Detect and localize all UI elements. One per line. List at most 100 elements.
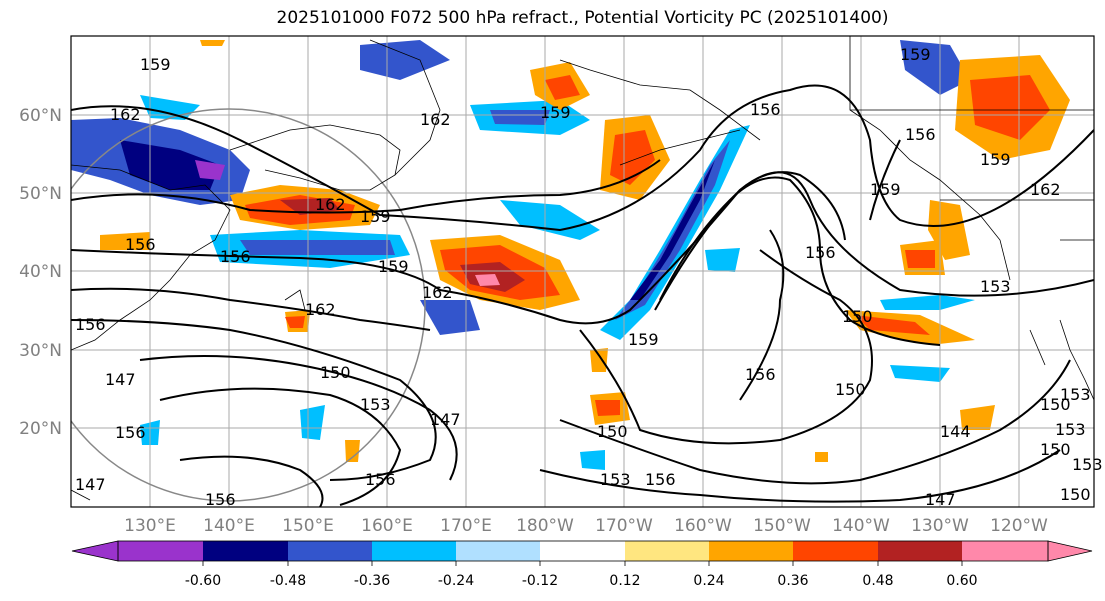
colorbar-cell [540, 541, 625, 561]
pv-negative-region [900, 40, 970, 95]
contour-label: 162 [420, 110, 451, 129]
contour-label: 156 [205, 490, 236, 509]
pv-positive-region [970, 75, 1050, 140]
contour-label: 159 [378, 257, 409, 276]
contour-label: 153 [360, 395, 391, 414]
pv-negative-region [120, 140, 220, 190]
contour-label: 156 [750, 100, 781, 119]
contour-label: 150 [1060, 485, 1091, 504]
contour-label: 147 [105, 370, 136, 389]
colorbar-cell [962, 541, 1048, 561]
contour-label: 162 [1030, 180, 1061, 199]
colorbar-cell [203, 541, 288, 561]
lat-label: 60°N [19, 106, 62, 126]
height-contours [71, 84, 1094, 507]
contour-label: 156 [125, 235, 156, 254]
lon-label: 150°E [282, 516, 334, 536]
contour-label: 150 [842, 307, 873, 326]
contour-label: 156 [645, 470, 676, 489]
lon-label: 140°W [832, 516, 890, 536]
lat-label: 20°N [19, 419, 62, 439]
contour-label: 156 [365, 470, 396, 489]
longitude-labels: 130°E 140°E 150°E 160°E 170°E 180°W 170°… [124, 516, 1048, 536]
colorbar-tick: 0.48 [862, 573, 893, 589]
contour-label: 162 [315, 195, 346, 214]
pv-positive-region [905, 250, 935, 268]
pv-shading [71, 40, 1070, 470]
map-title: 2025101000 F072 500 hPa refract., Potent… [276, 8, 889, 28]
contour-label: 156 [805, 243, 836, 262]
contour-label: 153 [980, 277, 1011, 296]
colorbar-tick: -0.60 [185, 573, 221, 589]
colorbar-tick: -0.36 [354, 573, 390, 589]
colorbar-tick: 0.60 [946, 573, 977, 589]
contour-label: 150 [1040, 440, 1071, 459]
pv-negative-region [490, 110, 550, 125]
contour-label: 156 [75, 315, 106, 334]
lon-label: 180°W [516, 516, 574, 536]
pv-negative-region [580, 450, 605, 470]
pv-negative-region [705, 248, 740, 272]
contour-label: 162 [305, 300, 336, 319]
contour-label: 159 [980, 150, 1011, 169]
pv-positive-region [928, 200, 970, 260]
colorbar-cell [625, 541, 709, 561]
pv-positive-region [285, 316, 305, 328]
contour-label: 147 [75, 475, 106, 494]
lon-label: 140°E [203, 516, 255, 536]
contour-label: 156 [745, 365, 776, 384]
colorbar-cell [456, 541, 540, 561]
pv-negative-region [420, 300, 480, 335]
lat-label: 30°N [19, 341, 62, 361]
contour-label: 150 [597, 422, 628, 441]
pv-negative-region [240, 240, 395, 255]
lon-label: 170°E [440, 516, 492, 536]
colorbar-tick: -0.48 [270, 573, 306, 589]
pv-negative-region [500, 200, 600, 240]
contour-label-group: 159 162 162 159 162 159 156 159 156 162 … [75, 45, 1103, 509]
pv-positive-region [960, 405, 995, 430]
colorbar-tick: 0.36 [777, 573, 808, 589]
contour-label: 150 [320, 363, 351, 382]
contour-label: 159 [540, 103, 571, 122]
colorbar-cell [372, 541, 456, 561]
colorbar-cell [288, 541, 372, 561]
pv-positive-region [815, 452, 828, 462]
pv-negative-region [195, 160, 225, 180]
pv-positive-region [855, 315, 930, 335]
colorbar-tick: 0.24 [693, 573, 724, 589]
lon-label: 130°E [124, 516, 176, 536]
lon-label: 130°W [911, 516, 969, 536]
contour-label: 156 [115, 423, 146, 442]
contour-label: 156 [220, 247, 251, 266]
latitude-labels: 60°N 50°N 40°N 30°N 20°N [19, 106, 62, 439]
contour-label: 159 [900, 45, 931, 64]
contour-label: 159 [628, 330, 659, 349]
contour-label: 153 [1055, 420, 1086, 439]
contour-label: 156 [905, 125, 936, 144]
pv-positive-region [590, 348, 608, 372]
contour-label: 159 [140, 55, 171, 74]
colorbar-cell [118, 541, 203, 561]
pv-positive-region [475, 274, 500, 286]
colorbar-tick: -0.12 [522, 573, 558, 589]
contour-label: 153 [1072, 455, 1103, 474]
contour-label: 153 [1060, 385, 1091, 404]
map-border [70, 35, 1095, 508]
pv-positive-region [200, 40, 225, 46]
colorbar-cell [793, 541, 878, 561]
lat-label: 40°N [19, 262, 62, 282]
colorbar-extend-min [72, 541, 118, 561]
colorbar: -0.60 -0.48 -0.36 -0.24 -0.12 0.12 0.24 … [71, 540, 1093, 589]
contour-label: 150 [1040, 395, 1071, 414]
pv-positive-region [545, 75, 580, 100]
contour-label: 162 [110, 105, 141, 124]
contour-label: 147 [430, 410, 461, 429]
lon-label: 160°W [674, 516, 732, 536]
range-circle [71, 108, 426, 502]
pv-positive-region [280, 198, 340, 215]
pv-positive-region [345, 440, 360, 462]
lon-label: 150°W [753, 516, 811, 536]
colorbar-tick-labels: -0.60 -0.48 -0.36 -0.24 -0.12 0.12 0.24 … [185, 573, 978, 589]
